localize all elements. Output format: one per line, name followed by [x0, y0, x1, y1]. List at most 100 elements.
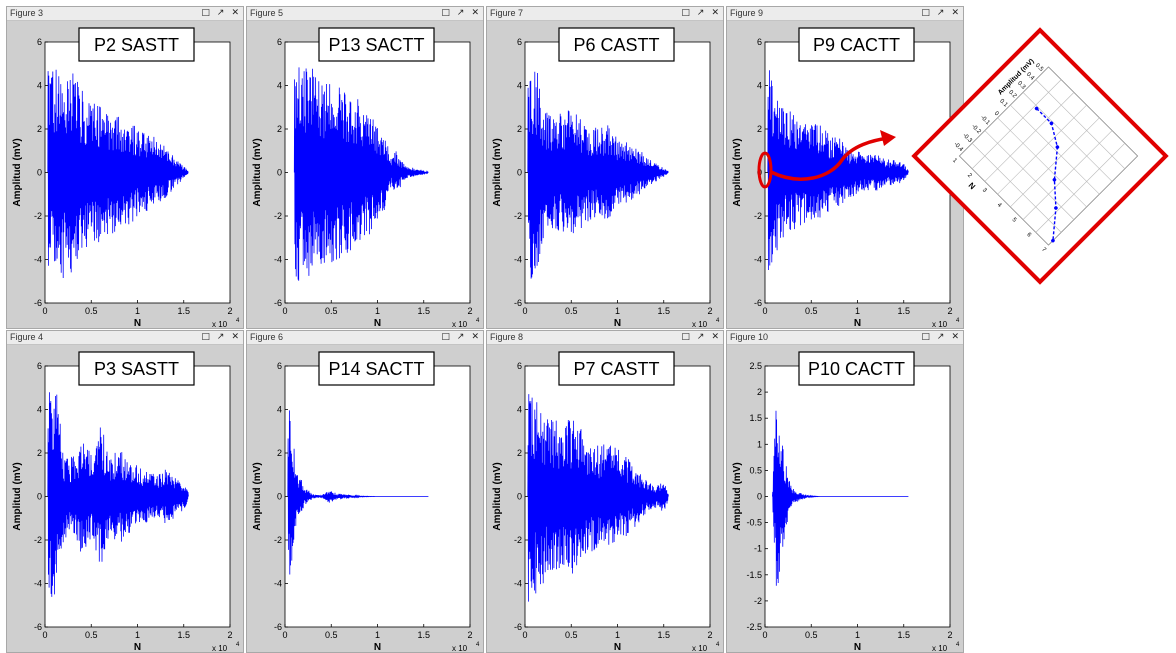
undock-arrow-icon[interactable]: ↗ [216, 8, 225, 18]
restore-icon[interactable]: □ [681, 332, 690, 342]
inset-y-axis-label: Amplitud (mV) [997, 58, 1036, 97]
restore-icon[interactable]: □ [201, 8, 210, 18]
chart-title: P13 SACTT [328, 35, 424, 55]
x-axis-label: N [614, 642, 621, 652]
restore-icon[interactable]: □ [201, 332, 210, 342]
x-exponent-label: x 10 [932, 320, 948, 328]
restore-icon[interactable]: □ [441, 8, 450, 18]
undock-arrow-icon[interactable]: ↗ [696, 8, 705, 18]
inset-y-tick-label: 0 [993, 111, 1000, 118]
y-tick-label: 6 [277, 37, 282, 47]
close-icon[interactable]: ✕ [231, 8, 239, 18]
inset-y-tick-label: -0.1 [979, 115, 991, 127]
x-tick-label: 0 [42, 306, 47, 316]
x-tick-label: 2 [947, 306, 952, 316]
close-icon[interactable]: ✕ [471, 332, 479, 342]
y-tick-label: -2 [754, 211, 762, 221]
y-tick-label: -1.5 [746, 570, 762, 580]
signal-trace [293, 67, 429, 281]
x-axis-label: N [614, 318, 621, 328]
close-icon[interactable]: ✕ [711, 332, 719, 342]
restore-icon[interactable]: □ [681, 8, 690, 18]
restore-icon[interactable]: □ [921, 8, 930, 18]
figure-window[interactable]: Figure 10 □ ↗ ✕ -2.5 -2 -1.5 -1 -0.5 0 0.5 1 1.5 2 2.5… [726, 330, 964, 653]
figure-window[interactable]: Figure 5 □ ↗ ✕ -6 -4 -2 0 2 4 6 0 0.5 1 1.5 2 N Amplitud … [246, 6, 484, 329]
x-tick-label: 1.5 [417, 306, 430, 316]
x-tick-label: 1 [135, 306, 140, 316]
figure-titlebar[interactable]: Figure 9 □ ↗ ✕ [727, 7, 963, 21]
undock-arrow-icon[interactable]: ↗ [216, 332, 225, 342]
figure-window[interactable]: Figure 6 □ ↗ ✕ -6 -4 -2 0 2 4 6 0 0.5 1 1.5 2 N Amplitud … [246, 330, 484, 653]
y-tick-label: 0 [517, 492, 522, 502]
figure-titlebar[interactable]: Figure 5 □ ↗ ✕ [247, 7, 483, 21]
inset-y-tick-label: 0.1 [998, 98, 1009, 109]
y-tick-label: 4 [37, 405, 42, 415]
inset-point [1034, 106, 1039, 111]
y-tick-label: 4 [517, 405, 522, 415]
y-axis-label: Amplitud (mV) [12, 462, 23, 530]
y-tick-label: -4 [514, 255, 522, 265]
x-exponent-label: x 10 [212, 320, 228, 328]
undock-arrow-icon[interactable]: ↗ [936, 332, 945, 342]
y-tick-label: -2 [754, 596, 762, 606]
figure-titlebar[interactable]: Figure 4 □ ↗ ✕ [7, 331, 243, 345]
y-axis-label: Amplitud (mV) [252, 462, 263, 530]
undock-arrow-icon[interactable]: ↗ [936, 8, 945, 18]
y-tick-label: 4 [517, 81, 522, 91]
y-tick-label: -6 [274, 622, 282, 632]
figure-titlebar[interactable]: Figure 3 □ ↗ ✕ [7, 7, 243, 21]
undock-arrow-icon[interactable]: ↗ [696, 332, 705, 342]
figure-titlebar[interactable]: Figure 8 □ ↗ ✕ [487, 331, 723, 345]
x-axis-label: N [374, 642, 381, 652]
x-tick-label: 1.5 [657, 306, 670, 316]
figure-window[interactable]: Figure 3 □ ↗ ✕ -6 -4 -2 0 2 4 6 0 0.5 1 1.5 2 N Amplitud … [6, 6, 244, 329]
undock-arrow-icon[interactable]: ↗ [456, 8, 465, 18]
x-tick-label: 0 [522, 306, 527, 316]
x-tick-label: 2 [467, 306, 472, 316]
close-icon[interactable]: ✕ [711, 8, 719, 18]
figure-titlebar[interactable]: Figure 7 □ ↗ ✕ [487, 7, 723, 21]
figure-titlebar[interactable]: Figure 10 □ ↗ ✕ [727, 331, 963, 345]
y-tick-label: 2 [757, 124, 762, 134]
y-tick-label: 1 [757, 439, 762, 449]
figure-window[interactable]: Figure 7 □ ↗ ✕ -6 -4 -2 0 2 4 6 0 0.5 1 1.5 2 N Amplitud … [486, 6, 724, 329]
y-tick-label: 0 [757, 492, 762, 502]
figure-titlebar[interactable]: Figure 6 □ ↗ ✕ [247, 331, 483, 345]
x-tick-label: 0 [762, 630, 767, 640]
x-tick-label: 0.5 [805, 306, 818, 316]
close-icon[interactable]: ✕ [471, 8, 479, 18]
y-tick-label: -6 [34, 298, 42, 308]
y-tick-label: 6 [37, 37, 42, 47]
restore-icon[interactable]: □ [921, 332, 930, 342]
x-tick-label: 1.5 [177, 306, 190, 316]
figure-window[interactable]: Figure 4 □ ↗ ✕ -6 -4 -2 0 2 4 6 0 0.5 1 1.5 2 N Amplitud … [6, 330, 244, 653]
restore-icon[interactable]: □ [441, 332, 450, 342]
x-tick-label: 1.5 [417, 630, 430, 640]
y-tick-label: 4 [757, 81, 762, 91]
y-tick-label: -2 [514, 535, 522, 545]
y-axis-label: Amplitud (mV) [492, 462, 503, 530]
x-tick-label: 1 [375, 306, 380, 316]
inset-y-tick-label: 0.2 [1007, 89, 1018, 100]
x-exponent-label: x 10 [212, 644, 228, 652]
close-icon[interactable]: ✕ [951, 8, 959, 18]
y-tick-label: -6 [514, 622, 522, 632]
y-tick-label: -2 [274, 211, 282, 221]
figure-window[interactable]: Figure 9 □ ↗ ✕ -6 -4 -2 0 2 4 6 0 0.5 1 1.5 2 N Amplitud … [726, 6, 964, 329]
x-tick-label: 0.5 [325, 630, 338, 640]
inset-x-tick-label: 2 [966, 172, 973, 179]
inset-x-tick-label: 6 [1025, 232, 1032, 239]
x-tick-label: 0.5 [85, 630, 98, 640]
inset-grid-line [1010, 104, 1100, 195]
figure-window[interactable]: Figure 8 □ ↗ ✕ -6 -4 -2 0 2 4 6 0 0.5 1 1.5 2 N Amplitud … [486, 330, 724, 653]
close-icon[interactable]: ✕ [951, 332, 959, 342]
undock-arrow-icon[interactable]: ↗ [456, 332, 465, 342]
inset-grid-line [1022, 92, 1113, 182]
inset-x-axis-label: N [967, 181, 978, 192]
x-exponent-label: x 10 [692, 320, 708, 328]
inset-y-tick-label: 0.4 [1025, 72, 1036, 83]
close-icon[interactable]: ✕ [231, 332, 239, 342]
y-axis-label: Amplitud (mV) [492, 138, 503, 206]
